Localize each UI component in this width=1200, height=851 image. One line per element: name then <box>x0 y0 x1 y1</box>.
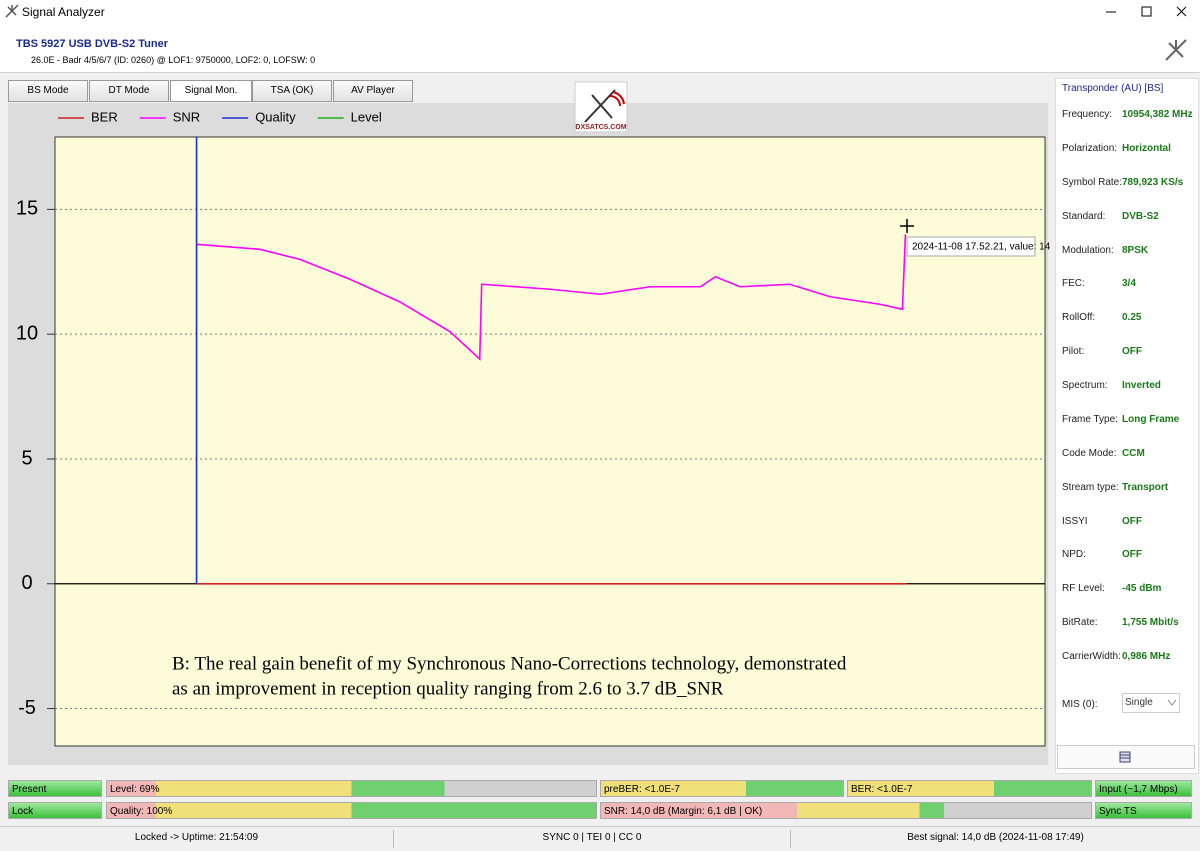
maximize[interactable] <box>1141 6 1152 17</box>
mis-select[interactable]: Single <box>1122 693 1180 713</box>
field-label: Spectrum: <box>1062 380 1108 391</box>
dropdown-arrow <box>1168 700 1176 706</box>
field-value: DVB-S2 <box>1122 210 1159 222</box>
legend-label: Level <box>351 109 382 124</box>
field-value: 0,986 MHz <box>1122 651 1171 662</box>
y-tick-label: 5 <box>21 447 32 469</box>
field-label: Polarization: <box>1062 142 1118 154</box>
field-value: 10954,382 MHz <box>1122 109 1193 120</box>
status-text: SYNC 0 | TEI 0 | CC 0 <box>542 832 642 843</box>
field-label: Frequency: <box>1062 109 1113 120</box>
transponder-panel: Transponder (AU) [BS] Frequency: 10954,38… <box>1055 78 1199 774</box>
legend-label: Quality <box>255 109 296 124</box>
panel-button[interactable] <box>1057 745 1195 769</box>
device-details: 26.0E - Badr 4/5/6/7 (ID: 0260) @ LOF1: … <box>31 55 316 65</box>
window-controls[interactable] <box>1100 0 1200 24</box>
status-quality: Quality: 100% <box>106 802 597 819</box>
status-snr: SNR: 14,0 dB (Margin: 6,1 dB | OK) <box>600 802 1092 819</box>
field-value: 0.25 <box>1122 312 1142 324</box>
field-label: Pilot: <box>1062 346 1085 358</box>
status-bar: Locked -> Uptime: 21:54:09 SYNC 0 | TEI … <box>0 826 1200 851</box>
legend-label: BER <box>91 109 118 124</box>
field-label: RF Level: <box>1062 583 1105 595</box>
field-label: CarrierWidth: <box>1062 651 1121 662</box>
tooltip: 2024-11-08 17.52.21, value: 14 <box>912 242 1050 253</box>
field-value: CCM <box>1122 447 1145 459</box>
field-value: 3/4 <box>1122 278 1136 290</box>
field-label: BitRate: <box>1062 617 1098 629</box>
field-value: -45 dBm <box>1122 583 1162 595</box>
field-value: OFF <box>1122 515 1142 527</box>
tab[interactable]: TSA (OK) <box>252 80 332 102</box>
status-text: Locked -> Uptime: 21:54:09 <box>134 832 259 843</box>
field-label: RollOff: <box>1062 312 1096 324</box>
y-tick-label: 0 <box>21 572 32 594</box>
y-tick-label: 15 <box>16 198 38 220</box>
field-value: 8PSK <box>1122 244 1149 256</box>
logo-text: DXSATCS.COM <box>575 124 626 131</box>
field-label: Frame Type: <box>1062 413 1118 425</box>
status-preber: preBER: <1.0E-7 <box>600 780 844 797</box>
field-value: 1,755 Mbit/s <box>1122 617 1179 629</box>
title-bar: Signal Analyzer <box>0 0 1200 24</box>
status-sync: Sync TS <box>1095 802 1192 819</box>
field-label: Modulation: <box>1062 244 1114 256</box>
header: TBS 5927 USB DVB-S2 Tuner 26.0E - Badr 4… <box>0 24 1200 73</box>
window-title: Signal Analyzer <box>22 5 105 19</box>
status-text: Best signal: 14,0 dB (2024-11-08 17:49) <box>907 832 1084 843</box>
field-value: Inverted <box>1122 380 1161 391</box>
field-value: Transport <box>1122 481 1169 493</box>
app-icon <box>5 4 19 18</box>
header-icon <box>1165 39 1187 61</box>
mis-value: Single <box>1125 697 1153 708</box>
status-level: Level: 69% <box>106 780 597 797</box>
field-value: OFF <box>1122 346 1142 358</box>
tab[interactable]: DT Mode <box>89 80 169 102</box>
field-label: Symbol Rate: <box>1062 176 1123 188</box>
tab[interactable]: Signal Mon. <box>170 80 252 102</box>
button-icon <box>1119 751 1131 763</box>
legend-label: SNR <box>173 109 200 124</box>
status-ber: BER: <1.0E-7 <box>847 780 1092 797</box>
logo: DXSATCS.COM <box>574 81 628 133</box>
annotation: B: The real gain benefit of my Synchrono… <box>172 653 847 674</box>
plot-area <box>54 136 1046 747</box>
field-label: Standard: <box>1062 210 1106 222</box>
y-tick-label: -5 <box>18 697 36 719</box>
tooltip-box <box>906 236 1036 257</box>
field-label: NPD: <box>1062 549 1086 561</box>
field-label: FEC: <box>1062 278 1085 290</box>
field-label: Code Mode: <box>1062 447 1117 459</box>
status-input: Input (~1,7 Mbps) <box>1095 780 1192 797</box>
field-value: 789,923 KS/s <box>1122 176 1184 188</box>
field-value: Long Frame <box>1122 413 1180 425</box>
field-label: ISSYI <box>1062 515 1088 527</box>
y-tick-label: 10 <box>16 322 38 344</box>
tab[interactable]: BS Mode <box>8 80 88 102</box>
field-value: Horizontal <box>1122 142 1171 154</box>
status-lock: Lock <box>8 802 102 819</box>
tab[interactable]: AV Player <box>333 80 413 102</box>
mis-label: MIS (0): <box>1062 699 1098 710</box>
annotation: as an improvement in reception quality r… <box>172 678 724 699</box>
device-name: TBS 5927 USB DVB-S2 Tuner <box>16 38 169 50</box>
field-label: Stream type: <box>1062 481 1119 493</box>
field-value: OFF <box>1122 549 1142 561</box>
series-line <box>196 234 907 361</box>
panel-title: Transponder (AU) [BS] <box>1062 83 1164 94</box>
close[interactable] <box>1176 6 1187 17</box>
crosshair <box>900 219 914 233</box>
status-present: Present <box>8 780 102 797</box>
